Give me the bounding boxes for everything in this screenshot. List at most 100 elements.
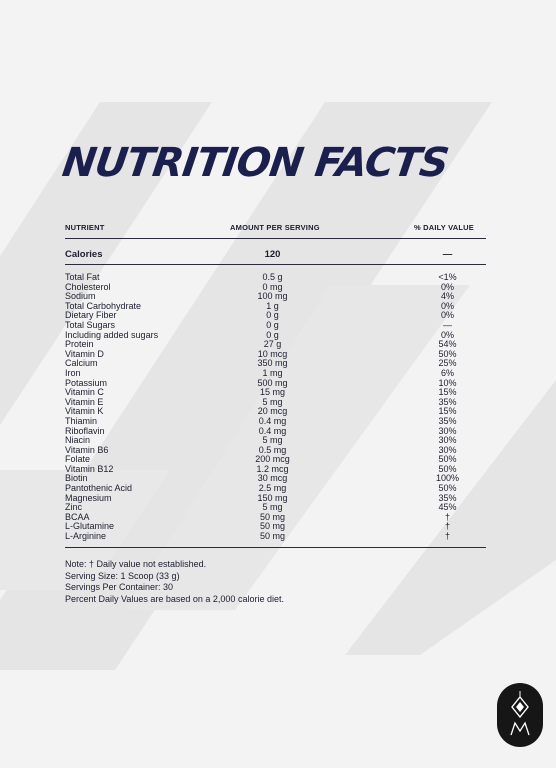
nutrient-row: Total Carbohydrate 1 g 0%	[65, 300, 486, 312]
nutrient-daily-value: 30%	[438, 444, 457, 455]
nutrient-amount: 50 mg	[259, 521, 285, 532]
nutrient-name: Cholesterol	[65, 281, 111, 292]
nutrient-name: Thiamin	[65, 415, 98, 426]
nutrient-name: Total Carbohydrate	[65, 300, 142, 311]
nutrient-daily-value: 100%	[435, 473, 460, 484]
nutrient-daily-value: 6%	[440, 367, 454, 378]
page-title: NUTRITION FACTS	[59, 140, 451, 186]
calories-amount: 120	[264, 249, 281, 260]
nutrient-amount: 0 g	[266, 310, 279, 321]
nutrient-name: Vitamin K	[65, 406, 104, 417]
nutrient-name: Including added sugars	[65, 329, 159, 340]
calories-daily: —	[442, 249, 453, 260]
header-nutrient: NUTRIENT	[65, 223, 105, 232]
nutrient-daily-value: 35%	[438, 396, 457, 407]
nutrient-row: Folate 200 mcg 50%	[65, 455, 486, 465]
nutrient-daily-value: 50%	[438, 483, 457, 494]
nutrient-name: Vitamin E	[65, 396, 104, 407]
note-calorie-basis: Percent Daily Values are based on a 2,00…	[65, 593, 284, 604]
nutrient-daily-value: 0%	[440, 310, 454, 321]
nutrient-name: BCAA	[65, 511, 90, 522]
nutrient-daily-value: †	[444, 531, 450, 542]
nutrient-daily-value: 35%	[438, 415, 457, 426]
nutrient-table: Total Fat 0.5 g <1% Cholesterol 0 mg 0% Sodium…	[65, 272, 486, 542]
nutrient-daily-value: 50%	[438, 348, 457, 359]
nutrient-row: Pantothenic Acid 2.5 mg 50%	[65, 483, 486, 494]
nutrient-row: Vitamin D 10 mcg 50%	[65, 348, 486, 360]
nutrient-daily-value: 50%	[438, 454, 457, 465]
brand-logo-badge	[497, 683, 543, 747]
nutrient-amount: 500 mg	[257, 377, 288, 388]
note-serving-size: Serving Size: 1 Scoop (33 g)	[65, 570, 180, 581]
header-daily-value: % DAILY VALUE	[414, 223, 474, 232]
nutrient-row: Biotin 30 mcg 100%	[65, 474, 486, 484]
nutrient-row: Vitamin K 20 mcg 15%	[65, 407, 486, 417]
nutrient-amount: 1 g	[266, 300, 279, 311]
nutrient-row: Vitamin B6 0.5 mg 30%	[65, 444, 486, 456]
nutrient-row: Thiamin 0.4 mg 35%	[65, 415, 486, 427]
nutrient-amount: 5 mg	[262, 435, 283, 446]
nutrient-daily-value: 4%	[440, 291, 454, 302]
nutrient-name: Folate	[65, 454, 91, 465]
nutrient-daily-value: 25%	[438, 358, 457, 369]
nutrient-amount: 30 mcg	[257, 473, 288, 484]
nutrient-name: Vitamin B12	[65, 463, 114, 474]
nutrient-daily-value: 0%	[440, 300, 454, 311]
nutrient-name: Total Sugars	[65, 319, 116, 330]
nutrient-amount: 0 g	[266, 319, 279, 330]
nutrient-row: Zinc 5 mg 45%	[65, 503, 486, 513]
nutrient-daily-value: 10%	[438, 377, 457, 388]
nutrient-daily-value: —	[443, 319, 452, 330]
nutrient-name: Dietary Fiber	[65, 310, 117, 321]
note-dv: Note: † Daily value not established.	[65, 559, 207, 569]
nutrient-daily-value: 0%	[440, 281, 454, 292]
nutrient-daily-value: <1%	[438, 272, 457, 282]
nutrient-daily-value: 45%	[438, 502, 457, 513]
nutrient-name: Sodium	[65, 291, 96, 302]
nutrient-name: Calcium	[65, 358, 98, 369]
nutrient-amount: 5 mg	[262, 502, 283, 513]
nutrient-row: Dietary Fiber 0 g 0%	[65, 311, 486, 321]
table-bottom-divider	[65, 547, 486, 548]
nutrient-row: Protein 27 g 54%	[65, 340, 486, 350]
nutrient-name: Zinc	[65, 502, 83, 513]
nutrient-amount: 0.4 mg	[258, 415, 287, 426]
nutrient-row: L-Arginine 50 mg †	[65, 531, 486, 542]
nutrient-daily-value: †	[444, 521, 450, 532]
nutrient-amount: 10 mcg	[257, 348, 288, 359]
nutrient-amount: 0.4 mg	[258, 425, 287, 436]
nutrient-name: Vitamin D	[65, 348, 104, 359]
nutrient-daily-value: 50%	[438, 463, 457, 474]
nutrient-amount: 0.5 mg	[258, 444, 287, 455]
nutrient-row: Magnesium 150 mg 35%	[65, 492, 486, 504]
nutrient-amount: 1.2 mcg	[256, 463, 289, 474]
nutrient-row: Niacin 5 mg 30%	[65, 435, 486, 446]
nutrient-row: BCAA 50 mg †	[65, 511, 486, 523]
nutrient-row: Potassium 500 mg 10%	[65, 377, 486, 389]
nutrient-amount: 2.5 mg	[258, 483, 287, 494]
nutrient-name: Biotin	[65, 473, 88, 484]
header-divider	[65, 238, 486, 239]
nutrient-row: Including added sugars 0 g 0%	[65, 329, 486, 341]
nutrient-row: Cholesterol 0 mg 0%	[65, 281, 486, 293]
nutrient-amount: 1 mg	[262, 367, 283, 378]
nutrient-name: Protein	[65, 339, 94, 350]
nutrient-name: Pantothenic Acid	[65, 483, 133, 494]
nutrient-name: Magnesium	[65, 492, 112, 503]
nutrient-row: Iron 1 mg 6%	[65, 367, 486, 379]
nutrient-amount: 27 g	[263, 339, 282, 350]
nutrient-daily-value: 30%	[438, 435, 457, 446]
nutrient-daily-value: 15%	[438, 387, 457, 398]
nutrient-row: Sodium 100 mg 4%	[65, 292, 486, 302]
nutrient-name: Potassium	[65, 377, 108, 388]
nutrient-row: L-Glutamine 50 mg †	[65, 522, 486, 532]
nutrient-name: L-Arginine	[65, 531, 107, 542]
nutrient-amount: 350 mg	[257, 358, 288, 369]
notes-block: Note: † Daily value not established. Ser…	[65, 559, 284, 605]
nutrient-amount: 100 mg	[257, 291, 288, 302]
nutrient-amount: 0 g	[266, 329, 279, 340]
nutrient-amount: 0.5 g	[262, 272, 283, 282]
calories-divider	[65, 264, 486, 265]
nutrient-row: Vitamin E 5 mg 35%	[65, 396, 486, 408]
